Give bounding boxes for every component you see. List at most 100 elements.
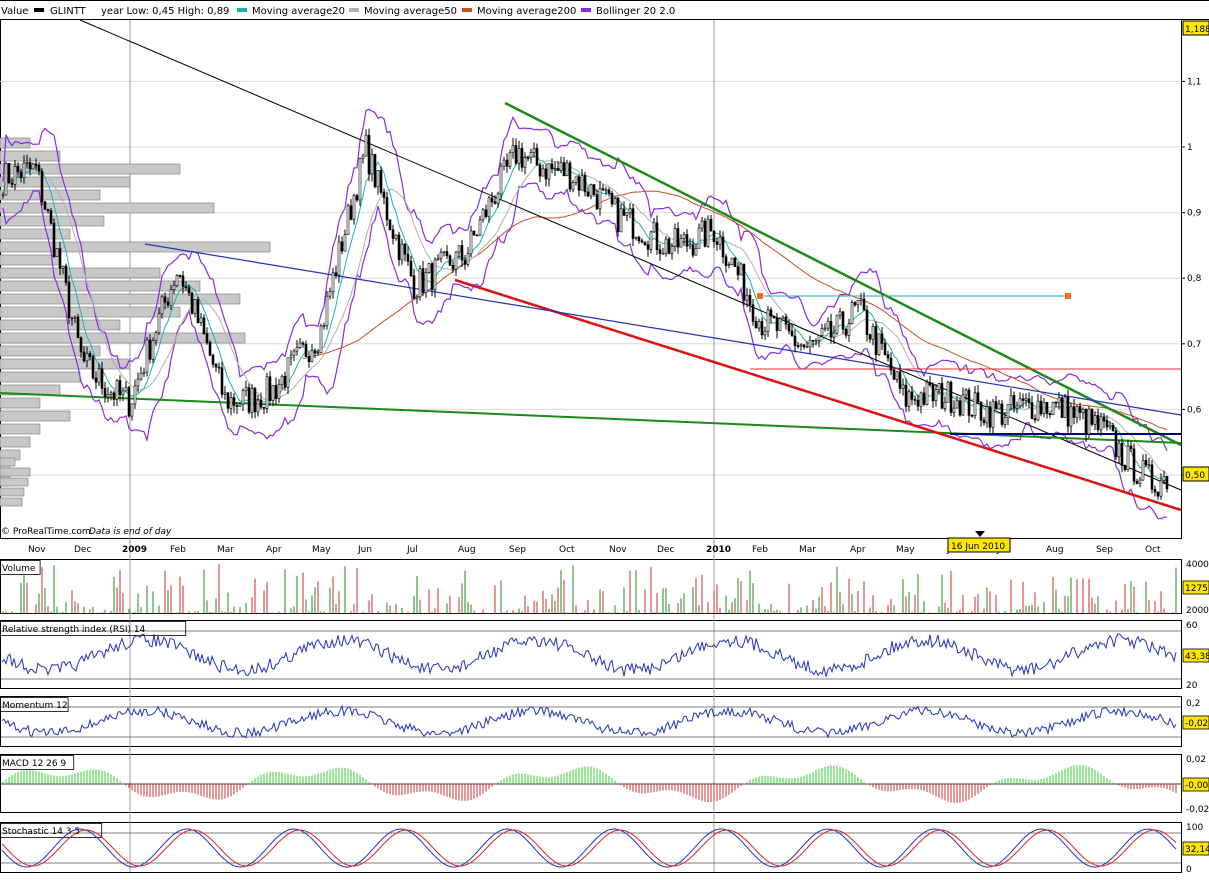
candle-body [103,387,107,398]
candle-body [262,406,266,409]
rsi-tick-label: 20 [1186,681,1198,691]
x-tick-label: Apr [850,545,866,555]
candle-body [1006,403,1010,419]
candle-body [1096,415,1100,431]
candle-body [205,333,209,343]
candle-body [814,340,818,342]
candle-body [388,219,392,230]
rsi-last-value: 43,38 [1185,652,1209,662]
candle-body [1141,460,1145,481]
candle-body [91,356,95,379]
candle-body [478,219,482,236]
candle-body [598,188,602,210]
volume-profile-bar [0,267,161,279]
momentum-title: Momentum 12 [2,701,68,711]
candle-body [151,340,155,360]
candle-body [16,166,20,173]
candle-body [709,218,713,232]
volume-profile-bar [0,241,271,253]
candle-body [172,285,176,290]
price-candles [1,128,1169,500]
candle-body [376,169,380,188]
candle-body [751,304,755,322]
candle-body [1126,445,1130,471]
candle-body [223,392,227,395]
candle-body [922,392,926,405]
candle-body [49,210,53,224]
candle-body [622,208,626,216]
data-note-text: Data is end of day [89,527,172,537]
candle-body [772,315,776,319]
candle-body [346,205,350,235]
candle-body [37,165,41,172]
candle-body [1015,405,1019,409]
volume-profile-bar [0,319,121,331]
candle-body [961,394,965,416]
x-tick-label: Aug [458,545,476,555]
candle-body [250,388,254,413]
legend-range: year Low: 0,45 High: 0,89 [101,6,229,17]
candle-body [826,321,830,329]
legend-ma20: Moving average20 [252,6,345,17]
candle-body [619,208,623,233]
candle-body [937,383,941,390]
candle-body [820,328,824,336]
x-tick-label: Mar [217,545,234,555]
candle-body [1123,465,1127,471]
candle-body [892,369,896,380]
candle-body [886,354,890,359]
candle-body [994,401,998,410]
candle-body [1111,425,1115,432]
macd-title-box [0,755,75,770]
candle-body [553,167,557,170]
candle-body [25,162,29,164]
candle-body [34,163,38,166]
candle-body [982,419,986,424]
candle-body [412,275,416,299]
candle-body [895,371,899,380]
candle-body [700,220,704,229]
candle-body [583,175,587,193]
candle-body [679,238,683,248]
candle-body [169,289,173,306]
candle-body [946,381,950,403]
candle-body [850,302,854,324]
stochastic-last-box [1182,841,1209,856]
legend-ma200-swatch [462,8,472,12]
candle-body [316,352,320,354]
candle-body [94,377,98,383]
candle-body [883,343,887,355]
candle-body [1,194,5,197]
volume-profile-bar [0,254,61,266]
candle-body [571,182,575,190]
candle-body [325,295,329,326]
candle-body [490,197,494,203]
candle-body [847,323,851,336]
volume-profile-bar [0,410,71,422]
candle-body [181,275,185,287]
candle-body [451,265,455,270]
candle-body [190,292,194,314]
candle-body [694,248,698,256]
candle-body [472,230,476,236]
candle-body [385,197,389,221]
candle-body [331,272,335,293]
candle-body [970,415,974,417]
volume-panel: Volume 4000 2000 1275 [0,560,1209,616]
candle-body [778,318,782,331]
legend-ma50: Moving average50 [364,6,457,17]
candle-body [739,263,743,276]
candle-body [853,302,857,306]
rsi-title-box [0,621,187,636]
candle-body [52,222,56,258]
candle-body [358,158,362,201]
candle-body [637,236,641,242]
candle-body [988,406,992,428]
candle-body [232,397,236,406]
volume-profile-bar [0,332,246,344]
candle-body [631,208,635,239]
candle-body [523,157,527,168]
candle-body [613,198,617,205]
candle-body [463,259,467,265]
momentum-line [1,704,1177,739]
